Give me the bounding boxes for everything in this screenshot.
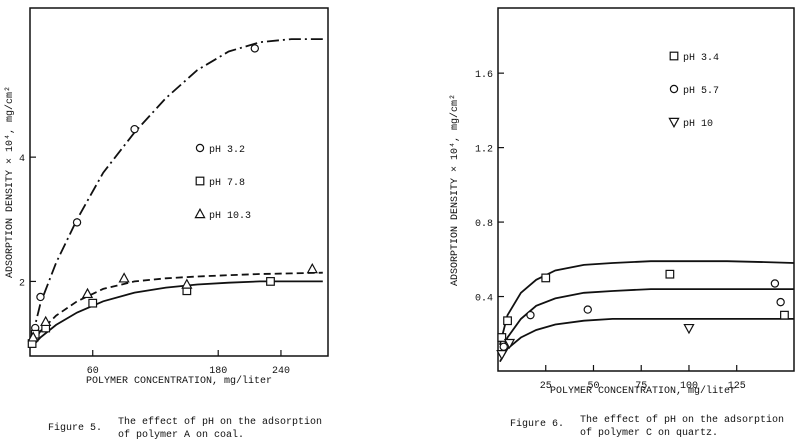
x-axis-label: POLYMER CONCENTRATION, mg/liter [86,375,272,387]
caption-line-1: The effect of pH on the adsorption [580,415,785,426]
y-tick-label: 1.2 [475,145,493,156]
y-axis-label: ADSORPTION DENSITY × 10⁴, mg/cm² [4,86,16,278]
plot-frame [497,7,795,372]
y-tick-label: 2 [19,278,25,289]
x-axis-label: POLYMER CONCENTRATION, mg/liter [550,385,736,397]
legend-label: pH 10 [683,119,713,130]
data-point [181,278,193,289]
data-point [526,310,535,320]
legend: pH 3.2 pH 7.8 pH 10.3 [194,143,251,222]
chart-figure-5: 60 180 240 2 4 pH 3.2 pH 7.8 pH 10.3 POLYMER C… [4,7,329,387]
legend-label: pH 3.2 [209,145,245,156]
data-point [541,273,551,283]
x-tick-label: 25 [540,381,552,392]
legend-marker [195,143,205,153]
y-tick-label: 0.8 [475,219,493,230]
data-point [88,298,98,308]
data-point [780,310,789,320]
figure-label: Figure 5. [48,423,103,434]
axis-ticks: 25 50 75 100 125 0.4 0.8 1.2 1.6 [475,70,746,392]
series-curve [31,271,323,345]
data-point [250,44,260,53]
data-point [683,323,695,335]
data-point [36,292,45,302]
legend-label: pH 10.3 [209,211,251,222]
data-point [776,297,785,307]
x-tick-label: 100 [680,381,698,392]
x-tick-label: 240 [272,366,290,377]
caption-line-2: of polymer C on quartz. [580,428,719,439]
x-tick-label: 75 [635,381,647,392]
data-point [40,315,52,327]
x-tick-label: 50 [587,381,599,392]
x-tick-label: 125 [728,381,746,392]
data-point [665,269,675,279]
data-point [499,342,508,351]
legend-label: pH 7.8 [209,178,245,189]
data-point [72,218,82,227]
fit-curves [499,260,795,363]
series-curve [499,288,794,357]
legend-marker [669,51,679,61]
legend-marker [668,117,680,129]
caption-line-1: The effect of pH on the adsorption [118,417,323,428]
data-point [27,331,39,342]
figure-label: Figure 6. [510,419,565,430]
legend-marker [194,207,206,219]
data-point [81,287,94,299]
data-point [503,316,512,326]
data-point [770,279,780,288]
series-curve [499,260,795,346]
caption-line-2: of polymer A on coal. [118,430,245,441]
y-axis-label: ADSORPTION DENSITY × 10⁴, mg/cm² [449,94,461,286]
data-point [503,338,516,350]
data-point [496,350,508,361]
y-tick-label: 1.6 [475,70,493,81]
series-curve [31,280,323,348]
data-point [306,262,318,274]
fit-curves [31,38,323,348]
data-point [583,305,592,314]
data-markers [496,269,789,361]
legend-label: pH 3.4 [683,53,719,64]
axis-ticks: 60 180 240 2 4 [19,154,290,377]
legend: pH 3.4 pH 5.7 pH 10 [668,51,719,130]
legend-label: pH 5.7 [683,86,719,97]
legend-marker [195,176,205,186]
data-point [118,272,130,283]
plot-frame [29,7,329,357]
legend-marker [669,84,679,94]
x-tick-label: 180 [209,366,227,377]
y-tick-label: 4 [19,154,25,165]
data-markers [27,44,318,348]
series-curve [499,318,794,363]
data-point [266,277,275,286]
series-curve [31,38,323,338]
x-tick-label: 60 [87,366,99,377]
data-point [497,333,507,342]
y-tick-label: 0.4 [475,294,493,305]
data-point [130,124,139,134]
